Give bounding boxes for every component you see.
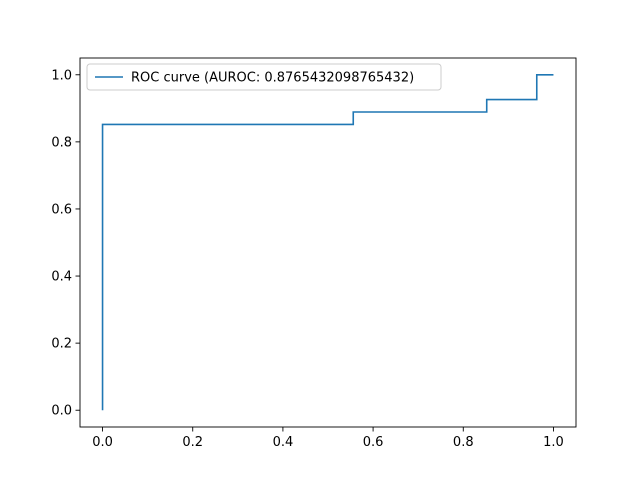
x-tick-label: 0.4 xyxy=(273,435,294,450)
y-tick-label: 0.6 xyxy=(51,202,72,217)
legend-box xyxy=(86,63,442,91)
legend-label: ROC curve (AUROC: 0.8765432098765432) xyxy=(131,71,414,86)
x-tick-label: 1.0 xyxy=(543,435,564,450)
x-tick-label: 0.6 xyxy=(363,435,384,450)
y-tick-label: 1.0 xyxy=(51,68,72,83)
y-tick-label: 0.2 xyxy=(51,337,72,352)
x-tick-label: 0.2 xyxy=(182,435,203,450)
axes: 0.0 0.2 0.4 0.6 0.8 1.0 0.0 0.2 0.4 0.6 0.8 1.0 xyxy=(51,57,577,450)
y-tick-label: 0.0 xyxy=(51,404,72,419)
x-tick-label: 0.0 xyxy=(92,435,113,450)
y-tick-label: 0.8 xyxy=(51,135,72,150)
plot-area xyxy=(101,73,554,411)
y-tick-label: 0.4 xyxy=(51,270,72,285)
axes-frame xyxy=(79,57,577,428)
series-line-0 xyxy=(101,73,554,411)
legend: ROC curve (AUROC: 0.8765432098765432) xyxy=(86,63,442,91)
x-tick-label: 0.8 xyxy=(453,435,474,450)
